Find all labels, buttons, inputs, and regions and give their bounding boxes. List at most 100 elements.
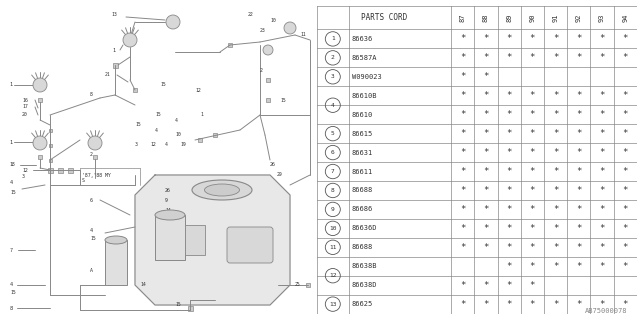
Text: 20: 20	[22, 111, 28, 116]
Text: 3: 3	[22, 173, 25, 179]
Bar	[67, 167, 72, 172]
Text: 11: 11	[329, 245, 337, 250]
Text: 8: 8	[331, 188, 335, 193]
Text: *: *	[530, 243, 535, 252]
Text: *: *	[576, 53, 582, 62]
Text: *: *	[483, 205, 489, 214]
Text: *: *	[553, 300, 558, 308]
Text: 7: 7	[331, 169, 335, 174]
Text: 93: 93	[599, 14, 605, 22]
Text: 14: 14	[140, 283, 146, 287]
Text: 88: 88	[483, 14, 489, 22]
Text: *: *	[506, 224, 512, 233]
Text: PARTS CORD: PARTS CORD	[361, 13, 407, 22]
Text: *: *	[530, 110, 535, 119]
Text: 1: 1	[9, 140, 12, 145]
Text: *: *	[623, 300, 628, 308]
Text: *: *	[483, 53, 489, 62]
Text: 86636: 86636	[352, 36, 373, 42]
Text: 4: 4	[165, 142, 168, 148]
Text: 1: 1	[112, 47, 115, 52]
Bar	[49, 158, 51, 162]
Text: *: *	[506, 53, 512, 62]
Text: *: *	[506, 205, 512, 214]
Text: *: *	[506, 243, 512, 252]
Text: S: S	[82, 179, 85, 183]
Text: *: *	[599, 186, 605, 195]
Text: *: *	[599, 243, 605, 252]
Text: 90: 90	[529, 14, 536, 22]
Text: 15: 15	[160, 83, 166, 87]
Text: *: *	[483, 129, 489, 138]
Text: *: *	[623, 262, 628, 271]
Bar	[38, 155, 42, 159]
Polygon shape	[135, 175, 290, 305]
Text: 6: 6	[331, 150, 335, 155]
Circle shape	[166, 15, 180, 29]
Text: *: *	[553, 186, 558, 195]
Circle shape	[123, 33, 137, 47]
Text: *: *	[460, 167, 465, 176]
Text: 86615: 86615	[352, 131, 373, 137]
Text: *: *	[506, 35, 512, 44]
Circle shape	[88, 136, 102, 150]
Text: *: *	[460, 53, 465, 62]
Text: *: *	[460, 129, 465, 138]
Text: 8: 8	[90, 92, 93, 98]
Text: *: *	[460, 205, 465, 214]
Text: 4: 4	[175, 117, 178, 123]
Text: 4: 4	[90, 228, 93, 233]
Text: 2: 2	[331, 55, 335, 60]
Text: *: *	[460, 72, 465, 81]
Text: *: *	[530, 186, 535, 195]
Text: 12: 12	[329, 273, 337, 278]
Text: *: *	[553, 53, 558, 62]
Text: *: *	[623, 224, 628, 233]
Text: *: *	[599, 53, 605, 62]
Text: 18: 18	[9, 163, 15, 167]
Text: *: *	[623, 129, 628, 138]
Text: *: *	[530, 167, 535, 176]
Text: *: *	[530, 205, 535, 214]
Bar	[306, 283, 310, 287]
Text: *: *	[599, 167, 605, 176]
Text: 87: 87	[460, 14, 466, 22]
Bar	[113, 62, 118, 68]
Text: *: *	[553, 35, 558, 44]
Bar	[133, 88, 137, 92]
Text: *: *	[483, 186, 489, 195]
Text: 16: 16	[22, 98, 28, 102]
Text: AB75000078: AB75000078	[585, 308, 627, 314]
Bar	[213, 133, 217, 137]
Text: *: *	[623, 53, 628, 62]
Circle shape	[284, 22, 296, 34]
Bar	[155, 215, 185, 260]
Text: *: *	[553, 224, 558, 233]
Text: *: *	[553, 243, 558, 252]
Text: *: *	[506, 186, 512, 195]
Bar	[188, 306, 193, 310]
Text: *: *	[553, 91, 558, 100]
Text: 15: 15	[10, 189, 16, 195]
Text: *: *	[623, 35, 628, 44]
Text: *: *	[506, 300, 512, 308]
Text: 1: 1	[331, 36, 335, 41]
Text: *: *	[623, 110, 628, 119]
Text: *: *	[460, 224, 465, 233]
Text: *: *	[483, 243, 489, 252]
Text: *: *	[576, 205, 582, 214]
Text: *: *	[599, 148, 605, 157]
Text: *: *	[599, 129, 605, 138]
Text: 26: 26	[165, 188, 171, 193]
Text: 9: 9	[331, 207, 335, 212]
Bar	[185, 225, 205, 255]
Text: 12: 12	[195, 87, 201, 92]
Text: *: *	[553, 262, 558, 271]
Text: *: *	[623, 243, 628, 252]
Text: 25: 25	[295, 283, 301, 287]
Text: *: *	[530, 262, 535, 271]
Text: 92: 92	[576, 14, 582, 22]
Text: *: *	[530, 224, 535, 233]
Text: *: *	[483, 91, 489, 100]
Text: *: *	[506, 262, 512, 271]
